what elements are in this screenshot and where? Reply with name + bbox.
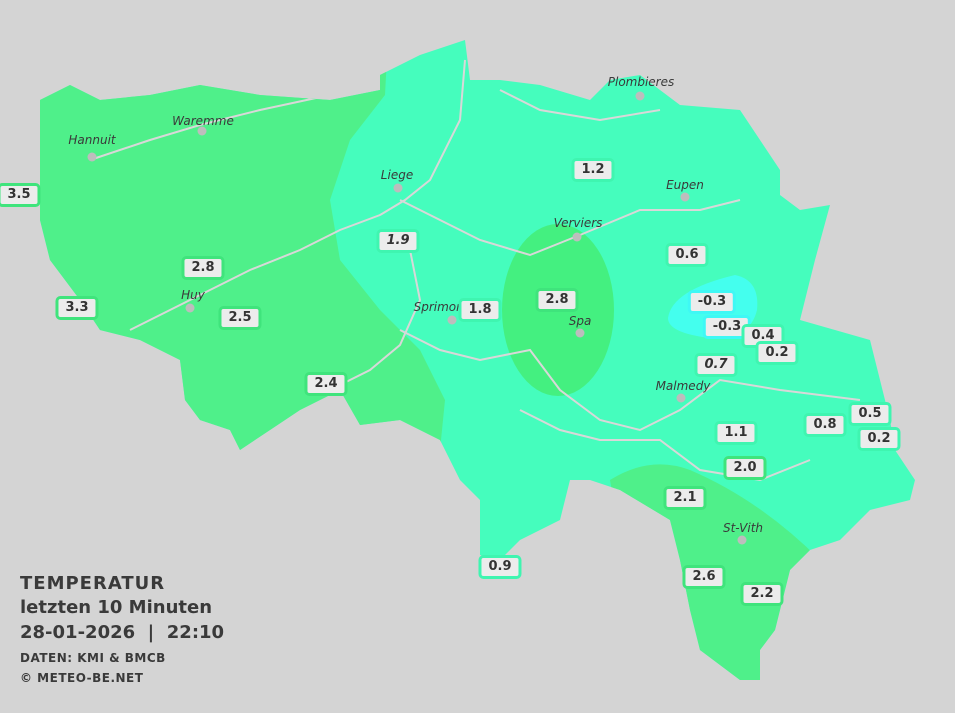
station-temperature: 1.1 bbox=[714, 421, 758, 445]
city-dot bbox=[447, 315, 457, 325]
city-label: St-Vith bbox=[722, 521, 764, 535]
station-temperature: 1.8 bbox=[458, 298, 502, 322]
station-temperature: 0.9 bbox=[478, 555, 522, 579]
station-temperature: 2.4 bbox=[304, 372, 348, 396]
station-temperature: -0.3 bbox=[687, 290, 737, 314]
map-period: letzten 10 Minuten bbox=[20, 597, 213, 618]
station-temperature: 3.3 bbox=[55, 296, 99, 320]
city-dot bbox=[393, 183, 403, 193]
map-datetime: 28-01-2026 | 22:10 bbox=[20, 622, 225, 643]
station-temperature: 0.8 bbox=[803, 413, 847, 437]
copyright: © METEO-BE.NET bbox=[20, 671, 144, 685]
station-temperature: 2.2 bbox=[740, 582, 784, 606]
city-dot bbox=[635, 91, 645, 101]
city-dot bbox=[680, 192, 690, 202]
city-dot bbox=[737, 535, 747, 545]
city-label: Hannuit bbox=[68, 133, 116, 147]
map-legend: TEMPERATUR letzten 10 Minuten 28-01-2026… bbox=[20, 572, 224, 688]
city-dot bbox=[572, 232, 582, 242]
city-label: Waremme bbox=[172, 114, 234, 128]
station-temperature: 0.2 bbox=[755, 341, 799, 365]
station-temperature: 0.6 bbox=[665, 243, 709, 267]
rivers bbox=[89, 59, 861, 482]
map-title: TEMPERATUR bbox=[20, 573, 166, 594]
station-temperature: 0.7 bbox=[694, 353, 738, 377]
station-temperature: 0.5 bbox=[848, 402, 892, 426]
city-label: Plombieres bbox=[607, 75, 675, 89]
station-temperature: 1.9 bbox=[376, 229, 420, 253]
station-temperature: 0.2 bbox=[857, 427, 901, 451]
city-dot bbox=[676, 393, 686, 403]
station-temperature: 2.5 bbox=[218, 306, 262, 330]
station-temperature: 2.8 bbox=[535, 288, 579, 312]
data-source: DATEN: KMI & BMCB bbox=[20, 651, 166, 665]
station-temperature: 1.2 bbox=[571, 158, 615, 182]
city-label: Eupen bbox=[666, 178, 704, 192]
station-temperature: 2.1 bbox=[663, 486, 707, 510]
station-temperature: 2.0 bbox=[723, 456, 767, 480]
city-label: Malmedy bbox=[655, 379, 711, 393]
city-dot bbox=[87, 152, 97, 162]
city-label: Spa bbox=[568, 314, 592, 328]
city-dot bbox=[197, 126, 207, 136]
city-dot bbox=[575, 328, 585, 338]
city-label: Sprimont bbox=[413, 300, 469, 314]
city-label: Liege bbox=[380, 168, 414, 182]
station-temperature: 2.6 bbox=[682, 565, 726, 589]
city-label: Verviers bbox=[553, 216, 603, 230]
station-temperature: 3.5 bbox=[0, 183, 41, 207]
city-label: Huy bbox=[181, 288, 205, 302]
city-dot bbox=[185, 303, 195, 313]
station-temperature: 2.8 bbox=[181, 256, 225, 280]
